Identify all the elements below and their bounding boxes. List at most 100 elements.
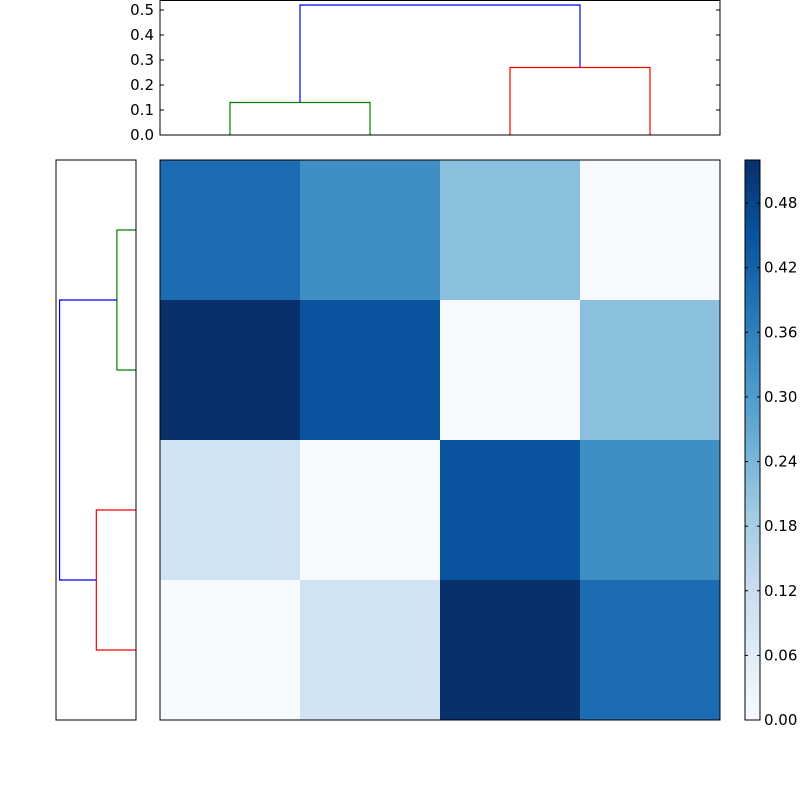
colorbar-band (745, 449, 760, 455)
colorbar-band (745, 472, 760, 478)
top-dendrogram-ytick-label: 0.5 (130, 1, 154, 19)
colorbar-band (745, 701, 760, 707)
heatmap-cell-r0-c3 (580, 160, 721, 301)
colorbar-tick-label: 0.48 (764, 194, 797, 212)
colorbar-band (745, 547, 760, 553)
colorbar-band (745, 248, 760, 254)
colorbar-band (745, 468, 760, 474)
colorbar-band (745, 342, 760, 348)
left-dendrogram-link-0 (116, 229, 136, 371)
colorbar-band (745, 664, 760, 670)
colorbar-band (745, 430, 760, 436)
colorbar-band (745, 239, 760, 245)
colorbar-band (745, 626, 760, 632)
colorbar-band (745, 654, 760, 660)
colorbar-band (745, 160, 760, 166)
colorbar-band (745, 304, 760, 310)
colorbar-band (745, 300, 760, 306)
colorbar-band (745, 360, 760, 366)
colorbar-band (745, 426, 760, 432)
top-dendrogram-frame (159, 0, 721, 136)
colorbar-band (745, 225, 760, 231)
heatmap-cell-r1-c3 (580, 300, 721, 441)
colorbar-band (745, 622, 760, 628)
top-dendrogram-link-1 (509, 66, 651, 135)
colorbar-band (745, 566, 760, 572)
colorbar-band (745, 454, 760, 460)
colorbar-band (745, 356, 760, 362)
colorbar-band (745, 323, 760, 329)
colorbar-band (745, 608, 760, 614)
colorbar-band (745, 337, 760, 343)
top-dendrogram-ytick-label: 0.4 (130, 26, 154, 44)
colorbar-band (745, 314, 760, 320)
top-dendrogram-link-0 (229, 101, 371, 135)
colorbar-band (745, 286, 760, 292)
colorbar-band (745, 575, 760, 581)
colorbar-tick-label: 0.42 (764, 259, 797, 277)
colorbar-tick-label: 0.12 (764, 582, 797, 600)
colorbar-band (745, 584, 760, 590)
colorbar-band (745, 528, 760, 534)
colorbar-band (745, 715, 760, 721)
colorbar-tick-label: 0.36 (764, 323, 797, 341)
colorbar-band (745, 393, 760, 399)
colorbar-band (745, 561, 760, 567)
heatmap-cell-r2-c2 (440, 440, 581, 581)
colorbar-band (745, 216, 760, 222)
colorbar-band (745, 253, 760, 259)
colorbar-band (745, 220, 760, 226)
colorbar-band (745, 668, 760, 674)
colorbar-band (745, 463, 760, 469)
colorbar-band (745, 486, 760, 492)
heatmap-cell-r0-c0 (160, 160, 301, 301)
colorbar-band (745, 636, 760, 642)
colorbar-band (745, 346, 760, 352)
colorbar-band (745, 552, 760, 558)
colorbar-band (745, 295, 760, 301)
colorbar-band (745, 440, 760, 446)
colorbar-band (745, 206, 760, 212)
colorbar-band (745, 328, 760, 334)
heatmap-cell-r1-c0 (160, 300, 301, 441)
colorbar-band (745, 230, 760, 236)
colorbar-band (745, 687, 760, 693)
heatmap-cell-r3-c1 (300, 580, 441, 721)
colorbar: 0.00 0.06 0.12 0.18 0.24 0.30 0.36 0.42 0.48 (744, 159, 797, 729)
colorbar-band (745, 379, 760, 385)
colorbar-band (745, 421, 760, 427)
colorbar-band (745, 659, 760, 665)
colorbar-band (745, 197, 760, 203)
colorbar-band (745, 482, 760, 488)
colorbar-band (745, 384, 760, 390)
colorbar-band (745, 234, 760, 240)
heatmap (159, 159, 721, 721)
colorbar-band (745, 244, 760, 250)
colorbar-band (745, 374, 760, 380)
left-dendrogram-link-2 (58, 299, 117, 581)
colorbar-band (745, 192, 760, 198)
colorbar-band (745, 603, 760, 609)
colorbar-band (745, 500, 760, 506)
colorbar-band (745, 290, 760, 296)
heatmap-cell-r3-c2 (440, 580, 581, 721)
heatmap-cell-r2-c3 (580, 440, 721, 581)
colorbar-band (745, 164, 760, 170)
colorbar-band (745, 258, 760, 264)
colorbar-band (745, 589, 760, 595)
left-dendrogram (55, 159, 137, 721)
colorbar-band (745, 491, 760, 497)
colorbar-band (745, 514, 760, 520)
colorbar-band (745, 510, 760, 516)
colorbar-band (745, 402, 760, 408)
colorbar-band (745, 673, 760, 679)
colorbar-band (745, 398, 760, 404)
colorbar-band (745, 281, 760, 287)
colorbar-band (745, 351, 760, 357)
colorbar-band (745, 370, 760, 376)
colorbar-band (745, 645, 760, 651)
top-dendrogram-ytick-label: 0.3 (130, 51, 154, 69)
colorbar-band (745, 412, 760, 418)
colorbar-tick-label: 0.30 (764, 388, 797, 406)
colorbar-band (745, 505, 760, 511)
